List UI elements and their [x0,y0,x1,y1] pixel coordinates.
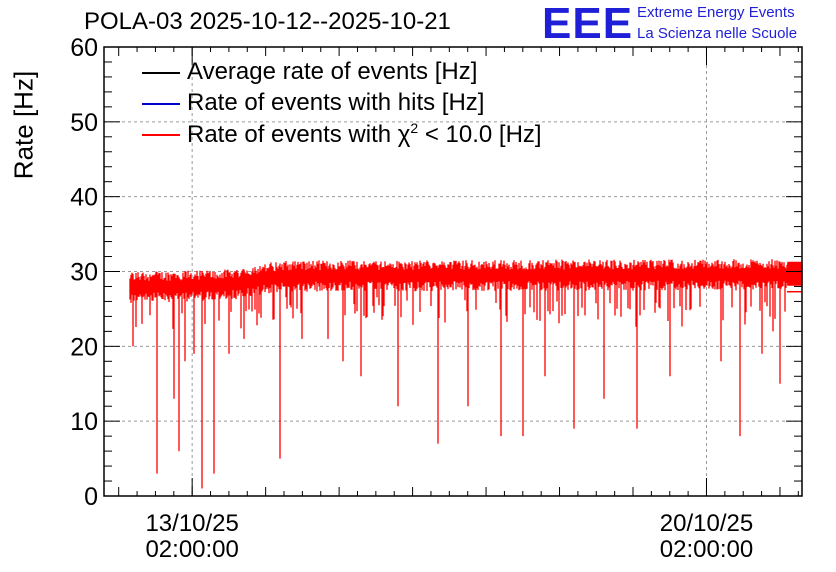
legend-label-chi2: Rate of events with χ2 < 10.0 [Hz] [187,120,542,148]
y-tick-label: 50 [70,109,98,137]
legend-swatch-average [142,72,180,74]
eee-logo: EEE [542,0,634,48]
legend-swatch-chi2 [142,134,180,136]
y-tick-label: 60 [70,34,98,62]
logo-line-1: Extreme Energy Events [637,4,795,21]
x-tick-label-time: 02:00:00 [145,536,238,563]
y-tick-label: 30 [70,259,98,287]
legend-label-average: Average rate of events [Hz] [187,58,478,85]
y-axis-label-box: Rate [Hz] [2,71,46,179]
chart-title: POLA-03 2025-10-12--2025-10-21 [84,8,451,35]
legend-label-hits: Rate of events with hits [Hz] [187,89,485,116]
y-axis-label: Rate [Hz] [8,70,39,180]
tick-labels: 010203040506013/10/2502:00:0020/10/2502:… [70,34,753,563]
logo-line-2: La Scienza nelle Scuole [637,25,798,42]
y-tick-label: 40 [70,184,98,212]
x-tick-label-date: 20/10/25 [660,510,753,537]
x-tick-label-date: 13/10/25 [145,510,238,537]
legend-swatch-hits [142,103,180,105]
axis-ticks [104,46,802,497]
y-tick-label: 10 [70,408,98,436]
y-tick-label: 0 [84,483,98,511]
x-tick-label-time: 02:00:00 [660,536,753,563]
chi2-rate-line [129,259,803,489]
y-tick-label: 20 [70,333,98,361]
chi2-rate-series [129,259,803,489]
